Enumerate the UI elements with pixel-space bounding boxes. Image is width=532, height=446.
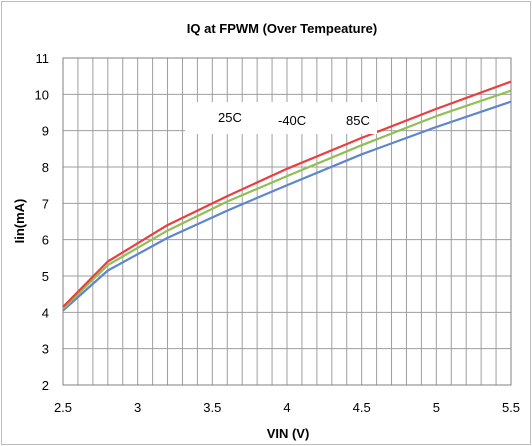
x-tick-label: 4.5 [353, 400, 371, 415]
y-tick-label: 5 [42, 269, 49, 284]
y-tick-label: 2 [42, 378, 49, 393]
x-tick-label: 5 [433, 400, 440, 415]
legend-label-85c: 85C [346, 113, 370, 128]
x-tick-label: 4 [283, 400, 290, 415]
y-tick-label: 11 [36, 51, 50, 66]
y-tick-label: 9 [42, 124, 49, 139]
x-tick-label: 5.5 [502, 400, 520, 415]
x-axis-label: VIN (V) [267, 426, 310, 441]
legend-label-minus40c: -40C [278, 113, 306, 128]
series-line-85c [62, 80, 512, 308]
series-group [62, 80, 512, 312]
y-axis-label: Iin(mA) [12, 199, 27, 244]
chart-title: IQ at FPWM (Over Tempeature) [187, 21, 377, 36]
y-tick-label: 8 [42, 160, 49, 175]
series-line-minus40c [62, 100, 512, 312]
x-tick-label: 2.5 [54, 400, 72, 415]
x-axis-ticks: 2.5 3 3.5 4 4.5 5 5.5 [54, 400, 520, 415]
y-tick-label: 10 [35, 87, 49, 102]
legend-box [185, 102, 377, 134]
y-tick-label: 7 [42, 196, 49, 211]
legend-label-25c: 25C [218, 110, 242, 125]
y-tick-label: 6 [42, 233, 49, 248]
plot-area-border [62, 57, 512, 386]
y-tick-label: 4 [42, 305, 49, 320]
y-axis-ticks: 2 3 4 5 6 7 8 9 10 11 [35, 51, 49, 393]
y-tick-label: 3 [42, 342, 49, 357]
legend: 25C -40C 85C [218, 110, 370, 128]
series-line-25c [62, 89, 512, 310]
x-tick-label: 3.5 [203, 400, 221, 415]
x-tick-label: 3 [134, 400, 141, 415]
